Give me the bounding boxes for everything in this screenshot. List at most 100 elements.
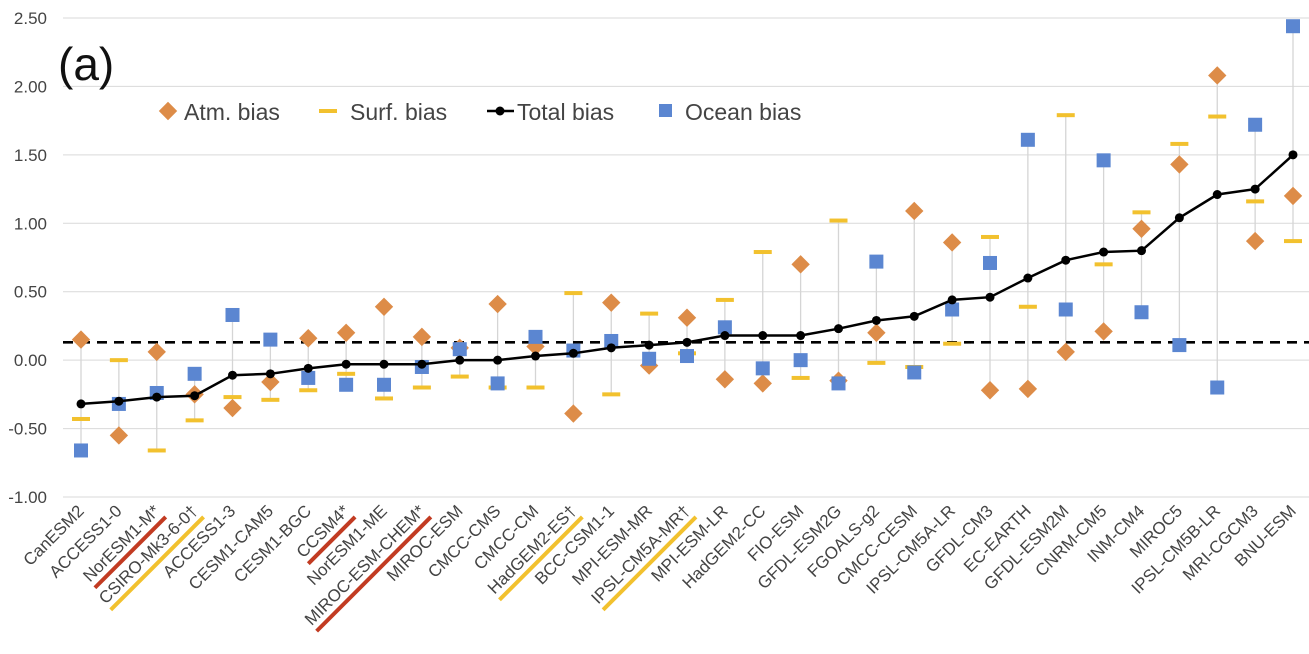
total-bias-point [1137, 246, 1146, 256]
atm-bias-point [1056, 342, 1075, 362]
ocean-bias-point [1210, 380, 1225, 395]
surf-bias-point [337, 371, 356, 376]
ocean-bias-point [1248, 117, 1263, 132]
category-underline [601, 515, 698, 612]
surf-bias-point [450, 374, 469, 379]
ocean-bias-point [339, 377, 354, 392]
category-underlines [93, 515, 698, 633]
total-bias-point [1174, 213, 1184, 223]
atm-bias-point [1245, 231, 1265, 251]
atm-bias-point [753, 374, 772, 393]
atm-bias-point [1132, 219, 1151, 238]
total-bias-point [1023, 273, 1033, 283]
surf-bias-point [640, 311, 659, 316]
category-underline [498, 515, 584, 602]
total-bias-series [76, 150, 1298, 409]
total-bias-point [947, 295, 957, 305]
ocean-bias-point [983, 255, 997, 270]
category-underline [315, 515, 433, 633]
total-bias-point [417, 359, 427, 369]
surf-bias-point [261, 397, 280, 402]
total-bias-point [834, 324, 843, 334]
atm-bias-point [942, 233, 962, 252]
total-bias-point [493, 355, 503, 365]
surf-bias-point [72, 416, 90, 421]
ocean-bias-point [642, 351, 657, 366]
atm-bias-point [867, 323, 886, 342]
total-bias-point [152, 392, 162, 402]
ocean-bias-point [187, 366, 202, 381]
y-tick-label: 2.50 [14, 9, 47, 28]
total-bias-point [76, 399, 86, 409]
y-tick-label: 1.00 [14, 214, 47, 233]
surf-bias-point [1208, 114, 1227, 119]
surf-bias-point [526, 385, 545, 390]
ocean-bias-point [604, 333, 619, 348]
gridlines [63, 17, 1309, 498]
ocean-bias-point [528, 329, 543, 344]
ocean-bias-point [1058, 302, 1073, 317]
ocean-bias-point [945, 302, 960, 317]
legend-atm-marker [158, 101, 178, 121]
legend-ocean-label: Ocean bias [685, 99, 801, 125]
surf-bias-point [1170, 141, 1189, 146]
ocean-bias-point [755, 361, 770, 376]
legend-atm-label: Atm. bias [184, 99, 280, 125]
total-bias-point [758, 331, 768, 341]
surf-bias-point [1018, 304, 1037, 309]
surf-bias-point [1132, 210, 1151, 215]
total-bias-point [1099, 247, 1109, 257]
category-underline [306, 515, 357, 566]
total-bias-point [1288, 150, 1298, 160]
atm-bias-point [1018, 379, 1038, 399]
surf-bias-point [223, 395, 242, 400]
surf-bias-series [72, 113, 1302, 453]
atm-bias-point [1094, 322, 1113, 341]
ocean-bias-point [301, 370, 316, 385]
total-bias-point [644, 340, 654, 350]
atm-bias-point [147, 342, 166, 362]
ocean-bias-point [1134, 305, 1149, 320]
surf-bias-point [1246, 199, 1265, 204]
ocean-bias-point [1096, 153, 1111, 168]
atm-bias-point [1208, 66, 1227, 85]
ocean-bias-point [907, 365, 922, 380]
surf-bias-point [564, 291, 583, 296]
surf-bias-point [375, 396, 393, 401]
category-underline [109, 515, 205, 612]
surf-bias-point [943, 341, 962, 346]
atm-bias-point [374, 297, 394, 316]
y-tick-label: -0.50 [8, 420, 47, 439]
legend-item-total: Total bias [487, 99, 614, 125]
atm-bias-point [715, 370, 735, 389]
atm-bias-point [677, 308, 697, 327]
atm-bias-point [1283, 186, 1303, 206]
panel-label: (a) [58, 38, 114, 90]
ocean-bias-point [74, 443, 88, 458]
surf-bias-point [1094, 262, 1113, 267]
total-bias-point [682, 337, 692, 347]
y-tick-label: 0.00 [14, 351, 47, 370]
legend-surf-label: Surf. bias [350, 99, 447, 125]
total-bias-point [1061, 255, 1071, 265]
total-bias-point [985, 292, 995, 302]
x-axis-category-labels: CanESM2ACCESS1-0NorESM1-M*CSIRO-Mk3-6-0†… [20, 501, 1300, 629]
legend-total-label: Total bias [517, 99, 614, 125]
y-tick-label: 2.00 [14, 77, 47, 96]
y-tick-label: 1.50 [14, 146, 47, 165]
atm-bias-point [564, 404, 583, 423]
atm-bias-point [299, 329, 318, 348]
total-bias-point [455, 355, 465, 365]
atm-bias-point [412, 327, 432, 347]
surf-bias-point [715, 297, 734, 302]
ocean-bias-series [74, 19, 1300, 458]
legend-item-surf: Surf. bias [319, 99, 447, 125]
ocean-bias-point [793, 353, 808, 368]
category-underline [93, 515, 168, 590]
total-bias-point [265, 369, 275, 379]
total-bias-point [871, 315, 881, 325]
ocean-bias-point [680, 349, 694, 364]
total-bias-point [1250, 184, 1260, 194]
atm-bias-point [261, 372, 280, 392]
